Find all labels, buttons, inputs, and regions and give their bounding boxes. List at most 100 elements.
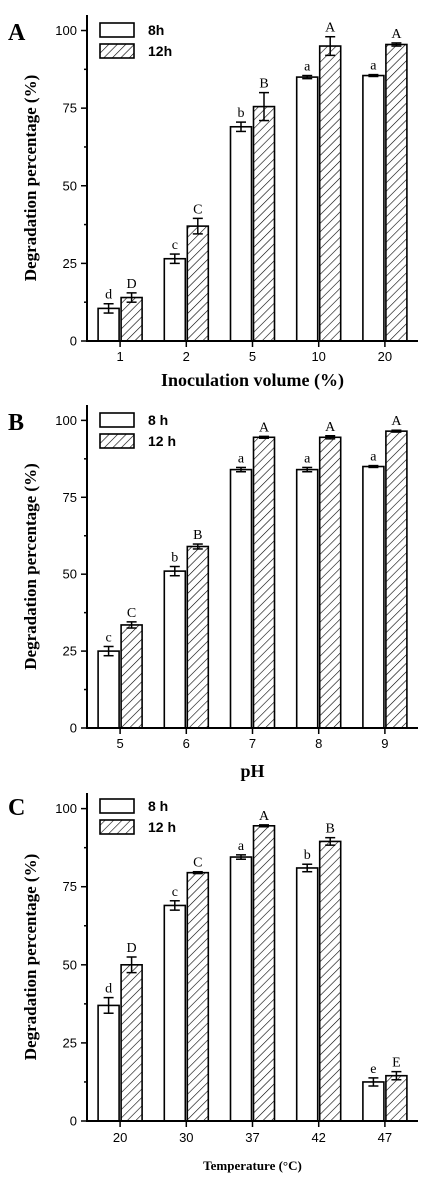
significance-label: a bbox=[304, 451, 311, 466]
legend-swatch bbox=[99, 433, 135, 449]
x-axis-title: pH bbox=[240, 761, 264, 781]
bar bbox=[163, 904, 187, 1122]
bar bbox=[295, 468, 319, 729]
bar bbox=[318, 840, 342, 1122]
y-tick-label: 50 bbox=[63, 178, 77, 193]
significance-label: B bbox=[326, 822, 335, 837]
bar bbox=[318, 45, 342, 342]
bar bbox=[186, 871, 210, 1122]
bar bbox=[186, 545, 210, 729]
legend-swatch bbox=[99, 43, 135, 59]
significance-label: A bbox=[391, 27, 402, 42]
legend-label: 12 h bbox=[148, 433, 176, 449]
bar bbox=[385, 43, 408, 342]
legend-swatch bbox=[99, 819, 135, 835]
panel-letter: C bbox=[8, 795, 25, 821]
y-tick-label: 100 bbox=[55, 801, 77, 816]
bar bbox=[295, 76, 319, 342]
legend-label: 12 h bbox=[148, 819, 176, 835]
significance-label: B bbox=[259, 77, 268, 92]
significance-label: a bbox=[370, 450, 377, 465]
x-tick-label: 2 bbox=[183, 349, 190, 364]
y-tick-label: 100 bbox=[55, 23, 77, 38]
bar bbox=[120, 624, 143, 729]
bar bbox=[97, 650, 120, 729]
significance-label: D bbox=[127, 277, 137, 292]
significance-label: A bbox=[259, 809, 270, 824]
significance-label: a bbox=[238, 839, 245, 854]
panel-a: A 0 25 50 75 100 1 dD 2 c C 5 bB 10 a A 20 a A Inoculation … bbox=[8, 15, 418, 391]
x-tick-label: 47 bbox=[378, 1130, 392, 1145]
y-tick-label: 0 bbox=[70, 721, 77, 736]
significance-label: b bbox=[171, 551, 178, 566]
significance-label: d bbox=[105, 982, 112, 997]
bar bbox=[362, 465, 385, 729]
x-tick-label: 10 bbox=[311, 349, 325, 364]
x-tick-label: 8 bbox=[315, 736, 322, 751]
y-tick-label: 50 bbox=[63, 567, 77, 582]
y-axis-title: Degradation percentage (%) bbox=[21, 854, 40, 1060]
legend-label: 8h bbox=[148, 22, 164, 38]
significance-label: B bbox=[193, 528, 202, 543]
significance-label: C bbox=[193, 856, 202, 871]
significance-label: D bbox=[127, 941, 137, 956]
bar bbox=[295, 867, 319, 1122]
x-axis-title: Inoculation volume (%) bbox=[161, 370, 344, 391]
y-axis-title: Degradation percentage (%) bbox=[21, 463, 40, 669]
bar bbox=[362, 1081, 385, 1122]
significance-label: E bbox=[392, 1056, 401, 1071]
bar bbox=[252, 436, 276, 729]
bar bbox=[163, 570, 187, 729]
significance-label: C bbox=[127, 606, 136, 621]
x-tick-label: 6 bbox=[183, 736, 190, 751]
x-tick-label: 37 bbox=[245, 1130, 259, 1145]
panel-letter: B bbox=[8, 410, 24, 436]
significance-label: e bbox=[370, 1062, 376, 1077]
y-tick-label: 75 bbox=[63, 879, 77, 894]
significance-label: a bbox=[304, 60, 311, 75]
y-tick-label: 75 bbox=[63, 490, 77, 505]
x-tick-label: 7 bbox=[249, 736, 256, 751]
x-tick-label: 1 bbox=[116, 349, 123, 364]
x-tick-label: 9 bbox=[381, 736, 388, 751]
x-tick-label: 42 bbox=[311, 1130, 325, 1145]
bar bbox=[229, 856, 253, 1122]
legend-swatch bbox=[99, 412, 135, 428]
legend-swatch bbox=[99, 22, 135, 38]
y-tick-label: 25 bbox=[63, 1035, 77, 1050]
bar bbox=[186, 225, 210, 342]
significance-label: A bbox=[259, 420, 270, 435]
panel-b: B02550751005cC6bB7aA8aA9aApHDegradation … bbox=[8, 405, 418, 781]
significance-label: a bbox=[238, 451, 245, 466]
significance-label: A bbox=[391, 414, 402, 429]
y-tick-label: 25 bbox=[63, 644, 77, 659]
significance-label: C bbox=[193, 202, 202, 217]
y-tick-label: 50 bbox=[63, 957, 77, 972]
bar bbox=[385, 1074, 408, 1122]
bar bbox=[163, 257, 187, 342]
significance-label: c bbox=[172, 238, 178, 253]
panel-letter: A bbox=[8, 20, 26, 46]
bar bbox=[229, 125, 253, 342]
bar bbox=[318, 436, 342, 729]
y-tick-label: 25 bbox=[63, 256, 77, 271]
x-axis-title: Temperature (°C) bbox=[203, 1158, 302, 1173]
bar bbox=[385, 430, 408, 729]
legend-label: 8 h bbox=[148, 412, 168, 428]
significance-label: c bbox=[105, 630, 111, 645]
significance-label: a bbox=[370, 59, 377, 74]
y-tick-label: 100 bbox=[55, 413, 77, 428]
significance-label: d bbox=[105, 288, 112, 303]
bar bbox=[229, 468, 253, 729]
x-tick-label: 5 bbox=[249, 349, 256, 364]
x-tick-label: 5 bbox=[116, 736, 123, 751]
bar bbox=[120, 296, 143, 342]
bar bbox=[252, 105, 276, 342]
significance-label: c bbox=[172, 885, 178, 900]
bar bbox=[120, 964, 143, 1122]
y-tick-label: 0 bbox=[70, 1114, 77, 1129]
legend-label: 12h bbox=[148, 43, 172, 59]
significance-label: b bbox=[238, 106, 245, 121]
